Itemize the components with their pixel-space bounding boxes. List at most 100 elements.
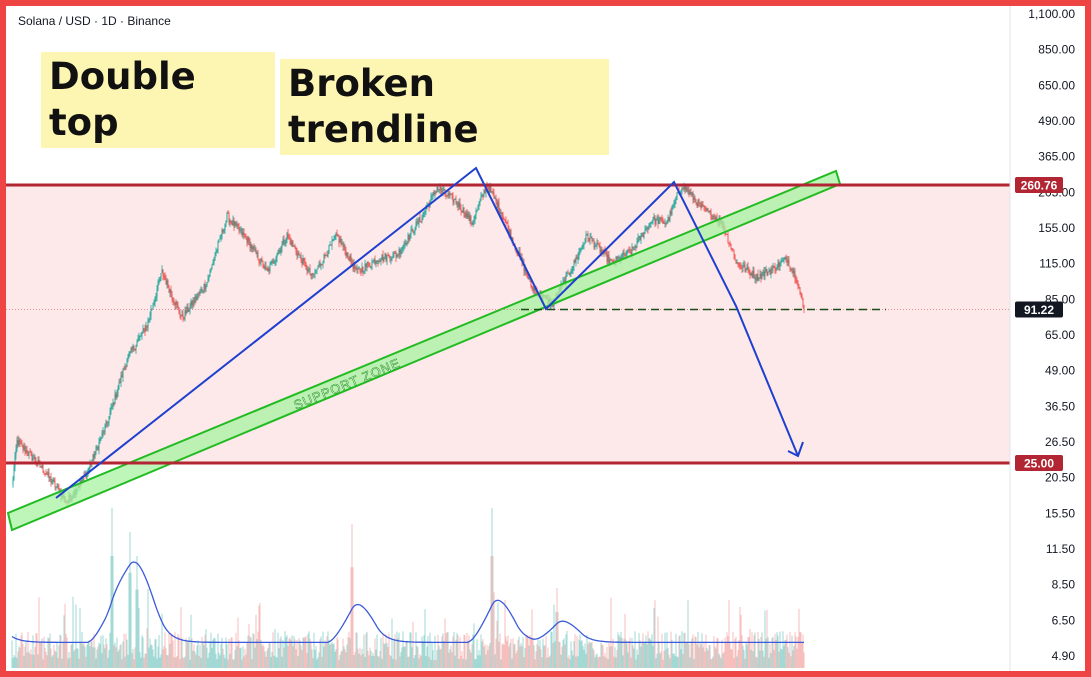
candle-body bbox=[254, 248, 256, 250]
volume-bar bbox=[73, 650, 75, 668]
volume-bar bbox=[619, 637, 621, 668]
candle-body bbox=[327, 253, 329, 257]
candle-body bbox=[503, 219, 505, 221]
volume-bar bbox=[610, 597, 612, 668]
candle-body bbox=[241, 229, 243, 236]
candle-body bbox=[752, 270, 754, 278]
volume-bar bbox=[754, 632, 756, 668]
candle-body bbox=[435, 191, 437, 193]
volume-bar bbox=[409, 632, 411, 668]
volume-bar bbox=[704, 651, 706, 668]
volume-bar bbox=[211, 647, 213, 668]
candle-body bbox=[649, 223, 651, 224]
volume-bar bbox=[576, 636, 578, 668]
volume-bar bbox=[479, 655, 481, 668]
candle-body bbox=[687, 190, 689, 192]
volume-bar bbox=[266, 650, 268, 668]
support-price-label: 25.00 bbox=[1024, 457, 1054, 471]
volume-bar bbox=[581, 640, 583, 668]
candle-body bbox=[260, 258, 262, 263]
candle-body bbox=[483, 190, 485, 197]
candle-body bbox=[802, 297, 804, 306]
volume-bar bbox=[396, 631, 398, 668]
volume-bar bbox=[299, 640, 301, 668]
volume-bar bbox=[337, 639, 339, 668]
volume-bar bbox=[93, 633, 95, 668]
volume-bar bbox=[261, 645, 263, 668]
volume-bar bbox=[773, 649, 775, 668]
candle-body bbox=[245, 235, 247, 238]
volume-bar bbox=[364, 656, 366, 668]
candle-body bbox=[798, 286, 800, 288]
candle-body bbox=[251, 244, 253, 250]
volume-bar bbox=[491, 508, 493, 668]
candle-body bbox=[223, 230, 225, 232]
candle-body bbox=[172, 298, 174, 301]
volume-bar bbox=[786, 634, 788, 668]
volume-bar bbox=[550, 631, 552, 668]
volume-bar bbox=[713, 636, 715, 668]
candle-body bbox=[236, 223, 238, 225]
volume-bar bbox=[665, 649, 667, 668]
candle-body bbox=[582, 244, 584, 247]
candle-body bbox=[780, 261, 782, 264]
candle-body bbox=[199, 290, 201, 294]
volume-bar bbox=[781, 649, 783, 668]
volume-bar bbox=[56, 642, 58, 668]
candle-body bbox=[400, 250, 402, 255]
volume-bar bbox=[143, 657, 145, 668]
volume-bar bbox=[708, 645, 710, 668]
volume-bar bbox=[68, 652, 70, 668]
candle-body bbox=[29, 451, 31, 453]
candle-body bbox=[28, 451, 30, 456]
candle-body bbox=[307, 269, 309, 272]
candle-body bbox=[754, 277, 756, 279]
volume-bar bbox=[694, 636, 696, 668]
volume-bar bbox=[392, 658, 394, 668]
volume-bar bbox=[258, 605, 260, 668]
volume-bar bbox=[62, 641, 64, 668]
volume-bar bbox=[110, 556, 112, 668]
candle-body bbox=[22, 444, 24, 450]
price-tick-label: 4.90 bbox=[1052, 649, 1076, 663]
volume-bar bbox=[760, 636, 762, 668]
volume-bar bbox=[685, 642, 687, 668]
candle-body bbox=[239, 229, 241, 231]
volume-bar bbox=[171, 633, 173, 668]
candle-body bbox=[593, 240, 595, 248]
candle-body bbox=[524, 267, 526, 272]
volume-bar bbox=[76, 648, 78, 668]
volume-bar bbox=[432, 650, 434, 668]
volume-bar bbox=[276, 657, 278, 668]
candle-body bbox=[712, 216, 714, 220]
candle-body bbox=[269, 264, 271, 272]
volume-bar bbox=[183, 658, 185, 668]
volume-bar bbox=[558, 641, 560, 668]
volume-bar bbox=[34, 646, 36, 668]
volume-bar bbox=[70, 644, 72, 668]
volume-bar bbox=[448, 652, 450, 668]
price-chart[interactable]: SUPPORT ZONE1,100.00850.00650.00490.0036… bbox=[6, 6, 1085, 671]
volume-bar bbox=[757, 631, 759, 668]
volume-bar bbox=[538, 646, 540, 668]
candle-body bbox=[96, 447, 98, 448]
volume-bar bbox=[546, 657, 548, 668]
candle-body bbox=[734, 254, 736, 261]
volume-bar bbox=[217, 633, 219, 668]
volume-bar bbox=[316, 659, 318, 668]
candle-body bbox=[431, 195, 433, 197]
candle-body bbox=[25, 450, 27, 453]
volume-bar bbox=[267, 648, 269, 668]
candle-body bbox=[439, 187, 441, 190]
candle-body bbox=[365, 263, 367, 267]
volume-bar bbox=[733, 658, 735, 668]
candle-body bbox=[180, 315, 182, 317]
volume-bar bbox=[736, 656, 738, 668]
candle-body bbox=[80, 480, 82, 482]
price-tick-label: 26.50 bbox=[1045, 435, 1075, 449]
candle-body bbox=[211, 265, 213, 268]
candle-body bbox=[323, 254, 325, 262]
candle-body bbox=[198, 293, 200, 294]
candle-body bbox=[220, 236, 222, 239]
volume-bar bbox=[459, 637, 461, 668]
